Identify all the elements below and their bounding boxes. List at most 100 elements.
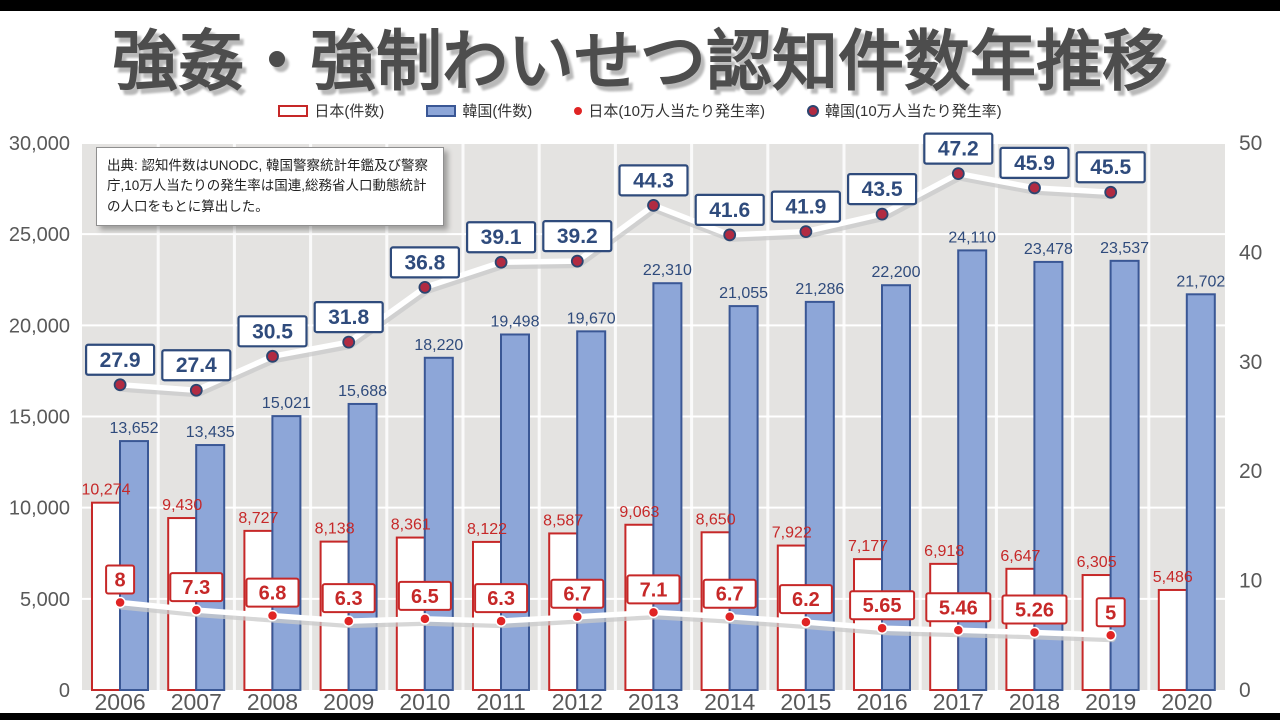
legend-item-korea-rate: 韓国(10万人当たり発生率): [807, 100, 1002, 121]
svg-text:2017: 2017: [933, 689, 984, 715]
svg-text:5,486: 5,486: [1153, 569, 1193, 586]
svg-text:30.5: 30.5: [252, 320, 293, 343]
svg-text:2008: 2008: [247, 689, 298, 715]
svg-text:21,286: 21,286: [795, 281, 844, 298]
svg-text:6.7: 6.7: [563, 584, 591, 606]
svg-text:10,000: 10,000: [9, 498, 70, 520]
svg-text:6,918: 6,918: [924, 543, 964, 560]
svg-text:5.26: 5.26: [1015, 599, 1054, 621]
svg-text:20,000: 20,000: [9, 315, 70, 337]
letterbox-bottom: [0, 713, 1280, 720]
svg-text:31.8: 31.8: [328, 306, 369, 329]
svg-text:2016: 2016: [857, 689, 908, 715]
svg-text:15,688: 15,688: [338, 383, 387, 400]
svg-text:8,727: 8,727: [238, 510, 278, 527]
svg-text:2020: 2020: [1161, 689, 1212, 715]
legend-label-japan-cases: 日本(件数): [314, 103, 385, 120]
svg-text:2015: 2015: [780, 689, 831, 715]
svg-text:41.6: 41.6: [709, 199, 750, 222]
svg-text:27.9: 27.9: [100, 349, 141, 372]
legend-label-korea-cases: 韓国(件数): [462, 103, 533, 120]
svg-text:45.9: 45.9: [1014, 152, 1055, 175]
svg-text:23,478: 23,478: [1024, 241, 1073, 258]
svg-text:50: 50: [1239, 132, 1262, 155]
svg-text:10,274: 10,274: [82, 482, 131, 499]
korea-bar-swatch: [426, 104, 457, 117]
svg-text:8,361: 8,361: [391, 517, 431, 534]
svg-text:2007: 2007: [171, 689, 222, 715]
svg-text:8,138: 8,138: [315, 521, 355, 538]
svg-text:23,537: 23,537: [1100, 240, 1149, 257]
svg-text:6.3: 6.3: [487, 588, 515, 610]
source-note: 出典: 認知件数はUNODC, 韓国警察統計年鑑及び警察庁,10万人当たりの発生…: [96, 147, 444, 226]
letterbox-top: [0, 0, 1280, 11]
chart-title: 強姦・強制わいせつ認知件数年推移: [112, 24, 1168, 98]
svg-text:7,177: 7,177: [848, 538, 888, 555]
legend-item-japan-cases: 日本(件数): [278, 100, 384, 121]
svg-text:18,220: 18,220: [414, 337, 463, 354]
svg-text:19,498: 19,498: [491, 313, 540, 330]
svg-text:2006: 2006: [95, 689, 146, 715]
legend-item-korea-cases: 韓国(件数): [426, 100, 532, 121]
svg-text:2019: 2019: [1085, 689, 1136, 715]
svg-text:2011: 2011: [476, 689, 525, 715]
svg-text:47.2: 47.2: [938, 138, 979, 161]
svg-text:8,650: 8,650: [696, 511, 736, 528]
svg-text:6.8: 6.8: [259, 583, 287, 605]
svg-text:7,922: 7,922: [772, 525, 812, 542]
svg-text:2010: 2010: [399, 689, 450, 715]
legend-label-japan-rate: 日本(10万人当たり発生率): [588, 103, 765, 120]
svg-text:22,310: 22,310: [643, 262, 692, 279]
svg-text:43.5: 43.5: [862, 178, 903, 201]
legend-item-japan-rate: 日本(10万人当たり発生率): [574, 100, 765, 121]
svg-text:45.5: 45.5: [1090, 156, 1131, 179]
svg-text:9,430: 9,430: [162, 497, 202, 514]
svg-text:7.1: 7.1: [640, 579, 668, 601]
chart-legend: 日本(件数) 韓国(件数) 日本(10万人当たり発生率) 韓国(10万人当たり発…: [0, 100, 1280, 121]
svg-text:2014: 2014: [704, 689, 755, 715]
svg-text:20: 20: [1239, 460, 1262, 483]
svg-text:6.5: 6.5: [411, 586, 439, 608]
japan-bar-swatch: [278, 104, 309, 117]
svg-text:41.9: 41.9: [785, 196, 826, 219]
svg-text:21,702: 21,702: [1176, 273, 1225, 290]
svg-text:10: 10: [1239, 570, 1262, 593]
svg-text:5.46: 5.46: [939, 597, 978, 619]
svg-text:2009: 2009: [323, 689, 374, 715]
svg-text:7.3: 7.3: [182, 577, 210, 599]
svg-text:8,122: 8,122: [467, 521, 507, 538]
svg-text:6,305: 6,305: [1077, 554, 1117, 571]
svg-text:44.3: 44.3: [633, 169, 674, 192]
svg-text:6.3: 6.3: [335, 588, 363, 610]
svg-text:5.65: 5.65: [863, 595, 902, 617]
svg-text:19,670: 19,670: [567, 310, 616, 327]
svg-text:2018: 2018: [1009, 689, 1060, 715]
svg-text:22,200: 22,200: [872, 264, 921, 281]
svg-text:39.1: 39.1: [481, 226, 522, 249]
svg-text:36.8: 36.8: [404, 251, 445, 274]
svg-text:8: 8: [115, 569, 126, 591]
svg-text:8,587: 8,587: [543, 512, 583, 529]
svg-text:24,110: 24,110: [948, 229, 996, 246]
svg-text:30,000: 30,000: [9, 133, 70, 155]
svg-text:6.2: 6.2: [792, 589, 820, 611]
svg-text:0: 0: [59, 680, 70, 702]
legend-label-korea-rate: 韓国(10万人当たり発生率): [825, 103, 1002, 120]
svg-text:13,652: 13,652: [110, 420, 159, 437]
svg-text:13,435: 13,435: [186, 424, 235, 441]
svg-text:2012: 2012: [552, 689, 603, 715]
svg-text:0: 0: [1239, 679, 1251, 702]
svg-text:30: 30: [1239, 351, 1262, 374]
svg-text:9,063: 9,063: [619, 504, 659, 521]
svg-text:25,000: 25,000: [9, 224, 70, 246]
svg-text:27.4: 27.4: [176, 354, 217, 377]
japan-rate-dot-swatch: [574, 106, 583, 115]
svg-text:5,000: 5,000: [20, 589, 70, 611]
svg-text:2013: 2013: [628, 689, 679, 715]
svg-text:40: 40: [1239, 241, 1262, 264]
svg-text:21,055: 21,055: [719, 285, 768, 302]
svg-text:15,000: 15,000: [9, 407, 70, 429]
svg-text:39.2: 39.2: [557, 225, 598, 248]
